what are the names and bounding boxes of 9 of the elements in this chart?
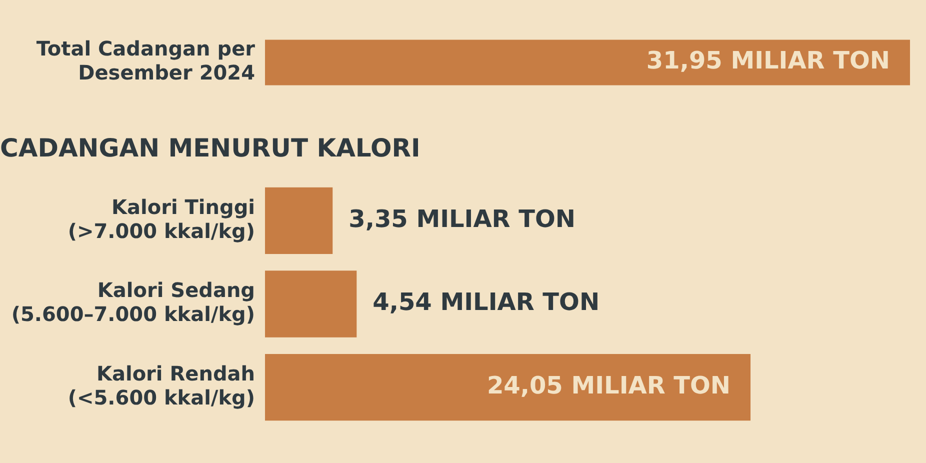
data-label: 31,95 MILIAR TON bbox=[646, 46, 890, 75]
data-label: 3,35 MILIAR TON bbox=[348, 204, 576, 233]
data-label: 4,54 MILIAR TON bbox=[372, 288, 600, 316]
chart-title: CADANGAN MENURUT KALORI bbox=[0, 134, 420, 162]
y-tick-label: Kalori Tinggi (>7.000 kkal/kg) bbox=[68, 194, 255, 243]
data-label: 24,05 MILIAR TON bbox=[486, 372, 731, 400]
y-tick-label: Total Cadangan per Desember 2024 bbox=[36, 36, 256, 85]
y-tick-label: Kalori Sedang (5.600–7.000 kkal/kg) bbox=[11, 278, 255, 326]
y-tick-label: Kalori Rendah (<5.600 kkal/kg) bbox=[68, 362, 255, 410]
